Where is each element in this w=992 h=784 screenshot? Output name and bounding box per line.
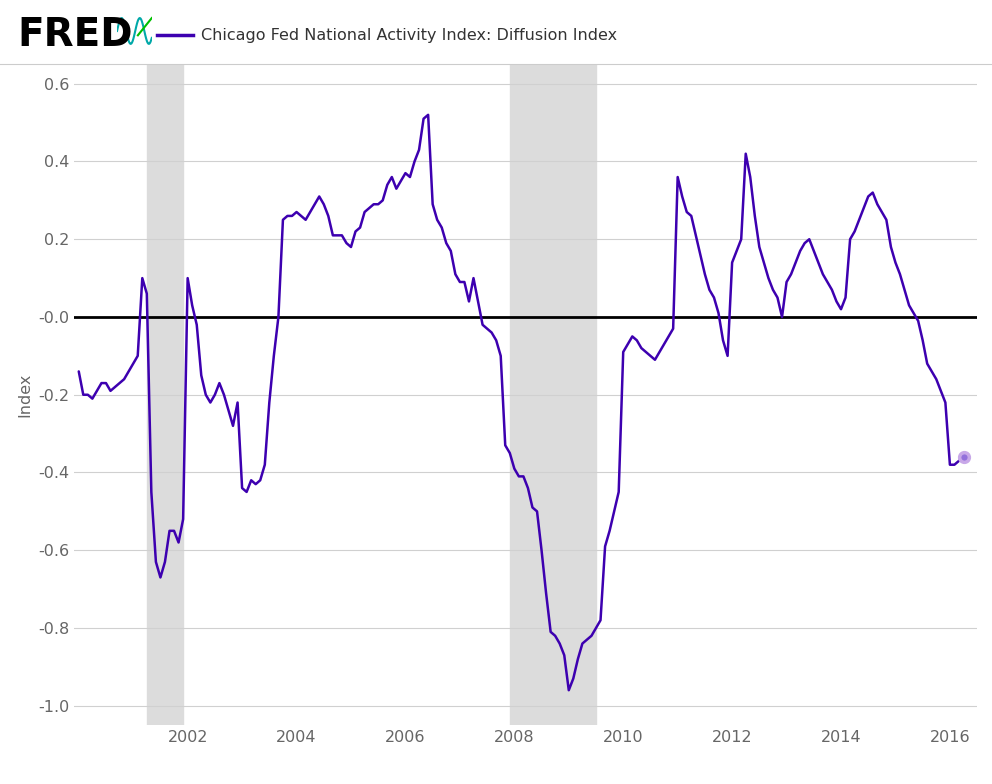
Bar [510,64,596,725]
Y-axis label: Index: Index [18,372,33,417]
Text: FRED: FRED [18,16,133,54]
Text: Chicago Fed National Activity Index: Diffusion Index: Chicago Fed National Activity Index: Dif… [201,27,617,43]
Bar [147,64,184,725]
